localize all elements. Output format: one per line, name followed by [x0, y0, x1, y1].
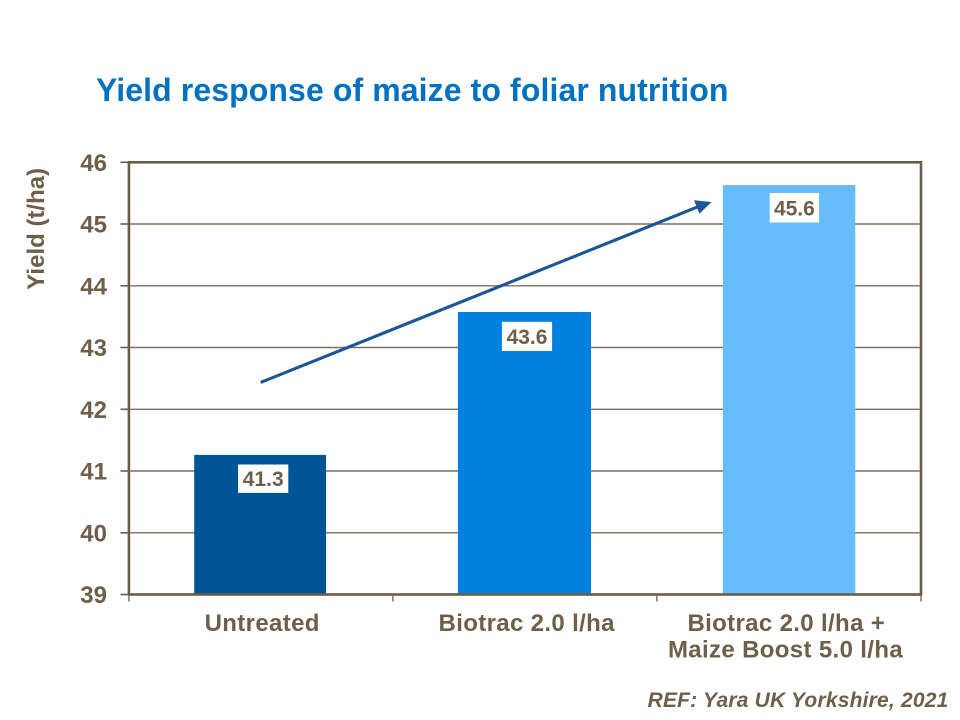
svg-text:Biotrac 2.0 l/ha +: Biotrac 2.0 l/ha +	[687, 610, 885, 637]
svg-text:REF: Yara UK Yorkshire, 2021: REF: Yara UK Yorkshire, 2021	[648, 689, 949, 712]
svg-text:39: 39	[80, 582, 107, 609]
svg-text:45: 45	[80, 212, 107, 239]
svg-text:41.3: 41.3	[243, 468, 284, 491]
svg-text:Untreated: Untreated	[205, 610, 320, 637]
svg-text:Biotrac 2.0 l/ha: Biotrac 2.0 l/ha	[439, 610, 616, 637]
svg-text:Yield (t/ha): Yield (t/ha)	[23, 168, 50, 290]
svg-text:Yield response of maize to fol: Yield response of maize to foliar nutrit…	[96, 72, 729, 108]
svg-text:40: 40	[80, 520, 107, 547]
svg-text:46: 46	[80, 150, 107, 177]
svg-text:42: 42	[80, 397, 107, 424]
svg-text:43: 43	[80, 335, 107, 362]
svg-text:44: 44	[80, 273, 107, 300]
svg-text:43.6: 43.6	[507, 326, 548, 349]
svg-text:45.6: 45.6	[774, 197, 815, 220]
svg-text:Maize Boost 5.0 l/ha: Maize Boost 5.0 l/ha	[668, 637, 903, 664]
svg-text:41: 41	[80, 459, 107, 486]
